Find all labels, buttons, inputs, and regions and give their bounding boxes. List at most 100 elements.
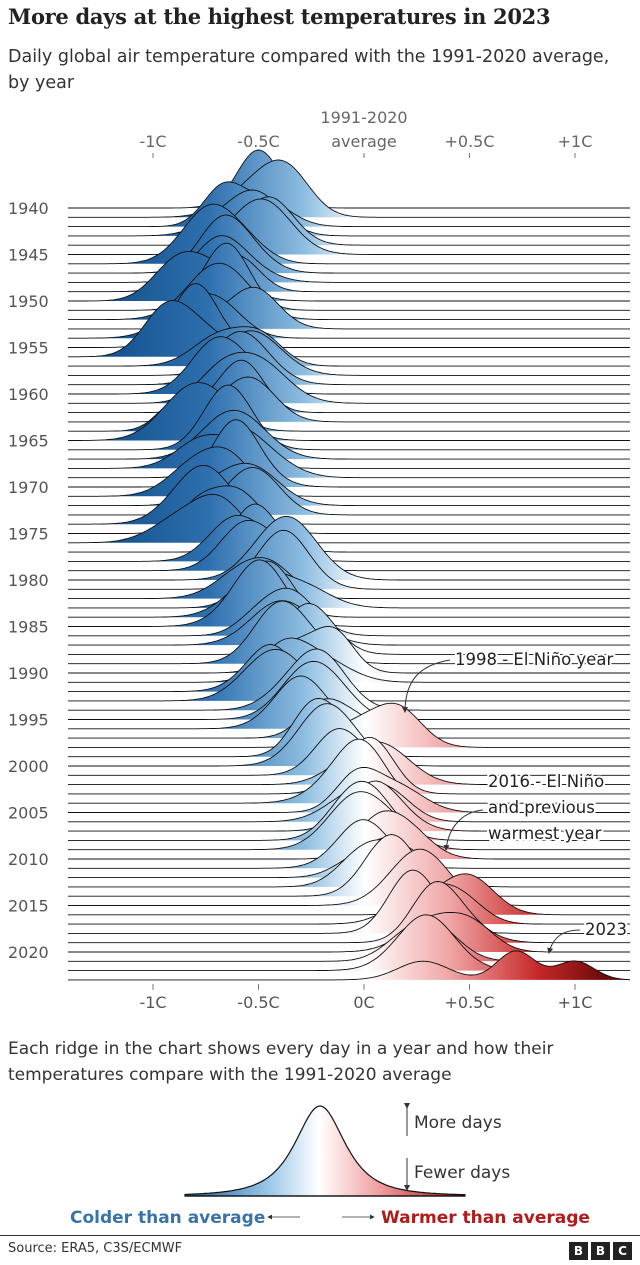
ridge-line-1995 [68,660,630,720]
ridge-line-1961 [68,351,630,404]
ridge-line-1981 [68,529,630,590]
year-label: 1970 [8,478,49,497]
top-axis-label: 1991-2020 [320,108,407,127]
ridge-line-2013 [68,839,630,888]
ridge-line-2000 [68,703,630,767]
ridge-fill-1985 [68,559,630,627]
ridge-line-2019 [68,881,630,944]
ridge-line-1967 [68,409,630,460]
ridge-line-2009 [68,791,630,851]
annotation-label: 2016 - El Niño [488,772,604,791]
year-label: 1990 [8,664,49,683]
ridge-fill-2017 [68,883,630,925]
ridge-line-1942 [68,181,630,228]
ridge-line-1957 [68,326,630,367]
explanation-text: Each ridge in the chart shows every day … [8,1039,554,1085]
ridge-line-1962 [68,359,630,414]
ridge-line-1943 [68,189,630,237]
year-label: 1975 [8,525,49,544]
chart-subtitle: Daily global air temperature compared wi… [8,47,610,93]
ridges [68,149,631,981]
ridge-line-1960 [68,336,630,395]
ridge-line-1978 [68,514,630,562]
source-text: Source: ERA5, C3S/ECMWF [8,1241,183,1256]
logo-letter: C [613,1242,632,1260]
top-axis: -1C -0.5C 1991-2020 average +0.5C +1C [139,108,592,158]
ridge-fill-1961 [68,352,630,404]
ridge-fill-1943 [68,190,630,236]
ridge-line-1990 [68,625,630,674]
ridge-fill-1976 [68,494,630,543]
legend: More days Fewer days Colder than average… [70,1103,590,1228]
warmer-label: Warmer than average [381,1208,590,1228]
ridge-line-2008 [68,780,630,841]
legend-ridge [184,1105,466,1197]
annotation-label: 2023 [585,920,627,939]
ridge-line-1944 [68,196,630,246]
ridge-line-2021 [68,919,630,962]
year-label: 1960 [8,385,49,404]
year-label: 1945 [8,246,49,265]
bbc-logo: B B C [569,1242,632,1260]
footer-divider [0,1235,640,1236]
ridge-fill-2011 [68,819,630,869]
ridge-fill-2009 [68,791,630,850]
ridge-line-1980 [68,515,630,581]
ridge-fill-1942 [68,181,630,227]
ridge-fill-1971 [68,446,630,497]
annotation-label: 1998 - El Niño year [455,650,613,669]
ridge-line-1985 [68,559,630,627]
annotation-arrow [402,659,451,713]
ridge-line-1984 [68,560,630,618]
year-label: 1955 [8,339,49,358]
ridge-line-1958 [68,330,630,376]
ridge-line-2023 [68,950,631,981]
top-axis-label: -1C [139,132,166,151]
ridge-line-1971 [68,446,630,497]
ridge-line-2016 [68,873,630,916]
ridge-fill-2014 [68,834,630,897]
ridge-line-1963 [68,376,630,423]
annotation-label: and previous [488,798,595,817]
year-label: 1965 [8,432,49,451]
ridge-line-2020 [68,911,630,953]
year-label: 2020 [8,943,49,962]
year-label: 1995 [8,711,49,730]
ridge-fill-1997 [68,698,630,739]
logo-letter: B [569,1242,588,1260]
ridge-line-2018 [68,869,630,934]
top-axis-label: +1C [558,132,593,151]
chart-title: More days at the highest temperatures in… [8,4,551,29]
ridge-line-2011 [68,819,630,869]
ridge-line-1997 [68,698,630,739]
ridge-line-1979 [68,519,630,572]
ridge-line-1946 [68,203,630,265]
year-label: 2000 [8,757,49,776]
more-days-label: More days [414,1113,502,1133]
ridge-line-1965 [68,382,630,441]
top-axis-label: average [331,132,397,151]
ridge-line-1966 [68,384,630,451]
ridge-fill-2004 [68,739,630,804]
logo-letter: B [591,1242,610,1260]
year-label: 2015 [8,897,49,916]
ridge-line-1972 [68,462,630,507]
top-axis-label: -0.5C [237,132,279,151]
ridge-line-2014 [68,834,630,897]
ridge-fill-1991 [68,638,630,683]
ridge-fill-1990 [68,626,630,673]
ridge-line-1940 [68,149,630,209]
year-label: 1980 [8,571,49,590]
ridge-line-1974 [68,464,630,525]
year-label: 2005 [8,804,49,823]
ridge-fill-1972 [68,463,630,506]
annotations: 1998 - El Niño year 2016 - El Niño and pre… [402,648,629,954]
fewer-days-label: Fewer days [414,1163,510,1183]
ridge-fill-1947 [68,215,630,274]
ridge-fill-1978 [68,515,630,562]
ridge-line-1969 [68,426,630,479]
bottom-axis-label: -0.5C [237,993,279,1012]
ridge-line-1983 [68,569,630,609]
annotation-label: warmest year [488,824,602,843]
